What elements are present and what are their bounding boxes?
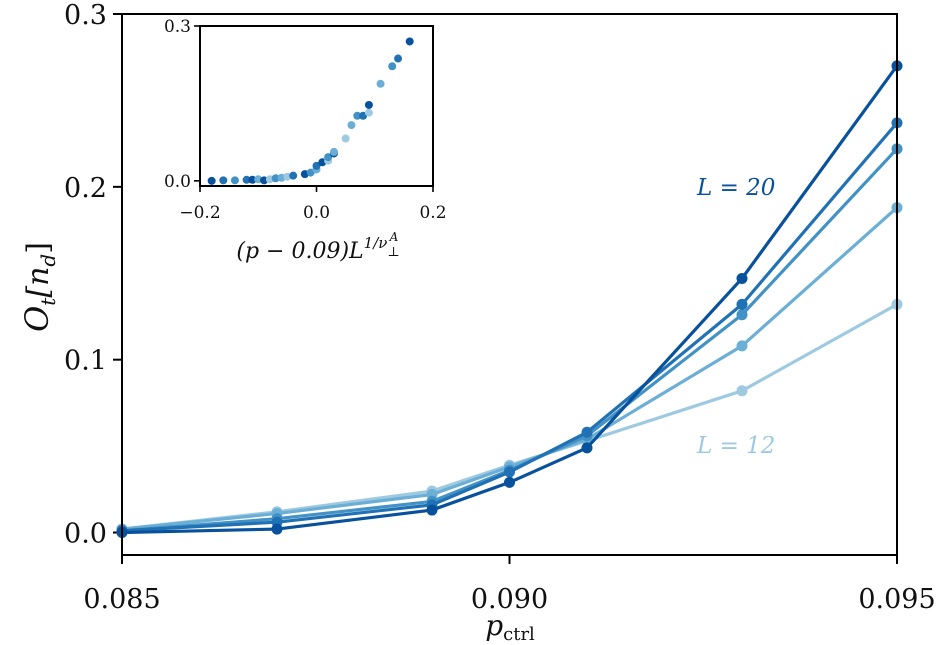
inset-x-tick-label: 0.0 bbox=[303, 203, 330, 223]
y-tick-label: 0.3 bbox=[64, 0, 107, 31]
data-point bbox=[271, 523, 283, 535]
data-point bbox=[426, 504, 438, 516]
data-point bbox=[736, 272, 748, 284]
inset-data-point bbox=[364, 108, 373, 117]
inset-data-point bbox=[248, 175, 257, 184]
inset-data-point bbox=[388, 62, 397, 71]
data-point bbox=[736, 309, 748, 321]
inset-data-point bbox=[324, 153, 333, 162]
inset-data-point bbox=[312, 161, 321, 170]
inset-data-point bbox=[289, 171, 298, 180]
data-point bbox=[581, 426, 593, 438]
inset-ticks: −0.2 0.0 0.2 0.0 0.3 bbox=[164, 17, 447, 223]
main-series bbox=[116, 60, 903, 539]
inset-data-point bbox=[341, 134, 350, 143]
x-tick-label: 0.090 bbox=[471, 584, 548, 615]
inset-points bbox=[207, 37, 414, 185]
main-plot-frame bbox=[121, 13, 898, 556]
data-point bbox=[504, 466, 515, 478]
y-axis-label: Ot[nd] bbox=[18, 242, 60, 332]
inset-x-tick-label: −0.2 bbox=[179, 203, 220, 223]
x-axis-label: pctrl bbox=[485, 609, 535, 645]
inset-data-point bbox=[242, 175, 251, 184]
inset-y-tick-label: 0.0 bbox=[164, 172, 191, 192]
x-tick-label: 0.085 bbox=[83, 584, 160, 615]
inset-background bbox=[200, 26, 433, 186]
inset-data-point bbox=[271, 174, 280, 183]
x-tick-label: 0.095 bbox=[858, 584, 935, 615]
annotation-l20: L = 20 bbox=[696, 175, 775, 201]
inset-data-point bbox=[347, 121, 356, 130]
inset-data-point bbox=[405, 37, 414, 46]
annotation-l12: L = 12 bbox=[696, 433, 775, 459]
main-ticks: 0.085 0.090 0.095 0.0 0.1 0.2 0.3 bbox=[64, 0, 936, 615]
inset-data-point bbox=[230, 176, 239, 185]
y-tick-label: 0.1 bbox=[64, 346, 107, 377]
data-point bbox=[504, 476, 515, 488]
inset-data-point bbox=[329, 147, 338, 156]
inset-data-point bbox=[219, 176, 228, 185]
y-tick-label: 0.2 bbox=[64, 173, 107, 204]
inset-data-point bbox=[394, 54, 403, 63]
data-point bbox=[736, 385, 748, 397]
inset-data-point bbox=[364, 100, 373, 109]
data-point bbox=[736, 298, 748, 310]
inset-y-tick-label: 0.3 bbox=[164, 17, 191, 37]
inset-frame bbox=[199, 25, 434, 187]
inset-data-point bbox=[353, 111, 362, 120]
inset-data-point bbox=[207, 176, 216, 185]
data-point bbox=[581, 442, 593, 454]
inset-data-point bbox=[376, 79, 385, 88]
inset-x-axis-label: (p − 0.09)L1/ν⊥A bbox=[236, 230, 399, 264]
y-tick-label: 0.0 bbox=[64, 519, 107, 550]
inset-x-tick-label: 0.2 bbox=[419, 203, 446, 223]
data-point bbox=[736, 340, 748, 352]
series-line bbox=[121, 302, 898, 531]
